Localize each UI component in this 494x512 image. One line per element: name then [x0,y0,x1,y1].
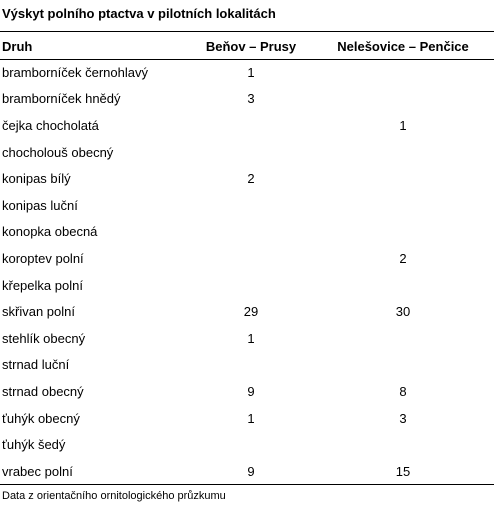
nelesovice-pencice-count [312,431,494,458]
nelesovice-pencice-count [312,272,494,299]
nelesovice-pencice-count [312,86,494,113]
benov-prusy-count [190,352,312,379]
table-row: strnad obecný 9 8 [0,378,494,405]
table-row: konipas luční [0,192,494,219]
table-row: stehlík obecný 1 [0,325,494,352]
nelesovice-pencice-count [312,325,494,352]
benov-prusy-count [190,272,312,299]
table-row: skřivan polní 29 30 [0,298,494,325]
table-title: Výskyt polního ptactva v pilotních lokal… [2,6,276,21]
nelesovice-pencice-count: 2 [399,250,407,266]
nelesovice-pencice-count [312,165,494,192]
table-row: ťuhýk šedý [0,431,494,458]
species-cell: konipas bílý [2,171,71,187]
nelesovice-pencice-count: 15 [395,463,411,479]
header-row: Druh Beňov – Prusy Nelešovice – Penčice [0,33,494,59]
benov-prusy-count: 1 [247,330,255,346]
species-cell: ťuhýk obecný [2,410,80,426]
top-rule [0,31,494,32]
benov-prusy-count [190,112,312,139]
benov-prusy-count: 1 [247,64,255,80]
table-row: chocholouš obecný [0,139,494,166]
column-header-benov-prusy: Beňov – Prusy [205,38,297,54]
species-cell: konopka obecná [2,224,98,240]
benov-prusy-count: 2 [247,171,255,187]
benov-prusy-count [190,192,312,219]
table-row: čejka chocholatá 1 [0,112,494,139]
table-body: bramborníček černohlavý 1 bramborníček hně… [0,59,494,485]
table-header: Druh Beňov – Prusy Nelešovice – Penčice [0,33,494,59]
bird-occurrence-table: Druh Beňov – Prusy Nelešovice – Penčice … [0,33,494,485]
table-row: koroptev polní 2 [0,245,494,272]
nelesovice-pencice-count [312,59,494,86]
bottom-rule [0,484,494,485]
nelesovice-pencice-count: 1 [399,117,407,133]
benov-prusy-count: 9 [247,463,255,479]
source-note: Data z orientačního ornitologického průz… [2,490,226,502]
species-cell: konipas luční [2,197,78,213]
column-header-species: Druh [2,38,33,54]
nelesovice-pencice-count: 30 [395,304,411,320]
benov-prusy-count [190,431,312,458]
column-header-nelesovice-pencice: Nelešovice – Penčice [337,38,469,54]
species-cell: strnad obecný [2,383,84,399]
nelesovice-pencice-count: 8 [399,383,407,399]
table-row: bramborníček hnědý 3 [0,86,494,113]
species-cell: čejka chocholatá [2,117,99,133]
table-row: křepelka polní [0,272,494,299]
benov-prusy-count: 9 [247,383,255,399]
nelesovice-pencice-count [312,219,494,246]
species-cell: skřivan polní [2,304,75,320]
table-row: ťuhýk obecný 1 3 [0,405,494,432]
species-cell: bramborníček hnědý [2,91,121,107]
benov-prusy-count [190,245,312,272]
nelesovice-pencice-count: 3 [399,410,407,426]
species-cell: strnad luční [2,357,70,373]
nelesovice-pencice-count [312,139,494,166]
nelesovice-pencice-count [312,192,494,219]
species-cell: křepelka polní [2,277,83,293]
benov-prusy-count: 1 [247,410,255,426]
header-rule [0,59,494,60]
benov-prusy-count: 3 [247,91,255,107]
species-cell: koroptev polní [2,250,84,266]
nelesovice-pencice-count [312,352,494,379]
species-cell: ťuhýk šedý [2,437,66,453]
species-cell: bramborníček černohlavý [2,64,148,80]
benov-prusy-count [190,219,312,246]
table-row: vrabec polní 9 15 [0,458,494,485]
benov-prusy-count: 29 [243,304,259,320]
table-row: konipas bílý 2 [0,165,494,192]
table-row: konopka obecná [0,219,494,246]
species-cell: vrabec polní [2,463,73,479]
benov-prusy-count [190,139,312,166]
table-row: bramborníček černohlavý 1 [0,59,494,86]
table-row: strnad luční [0,352,494,379]
species-cell: stehlík obecný [2,330,86,346]
species-cell: chocholouš obecný [2,144,114,160]
